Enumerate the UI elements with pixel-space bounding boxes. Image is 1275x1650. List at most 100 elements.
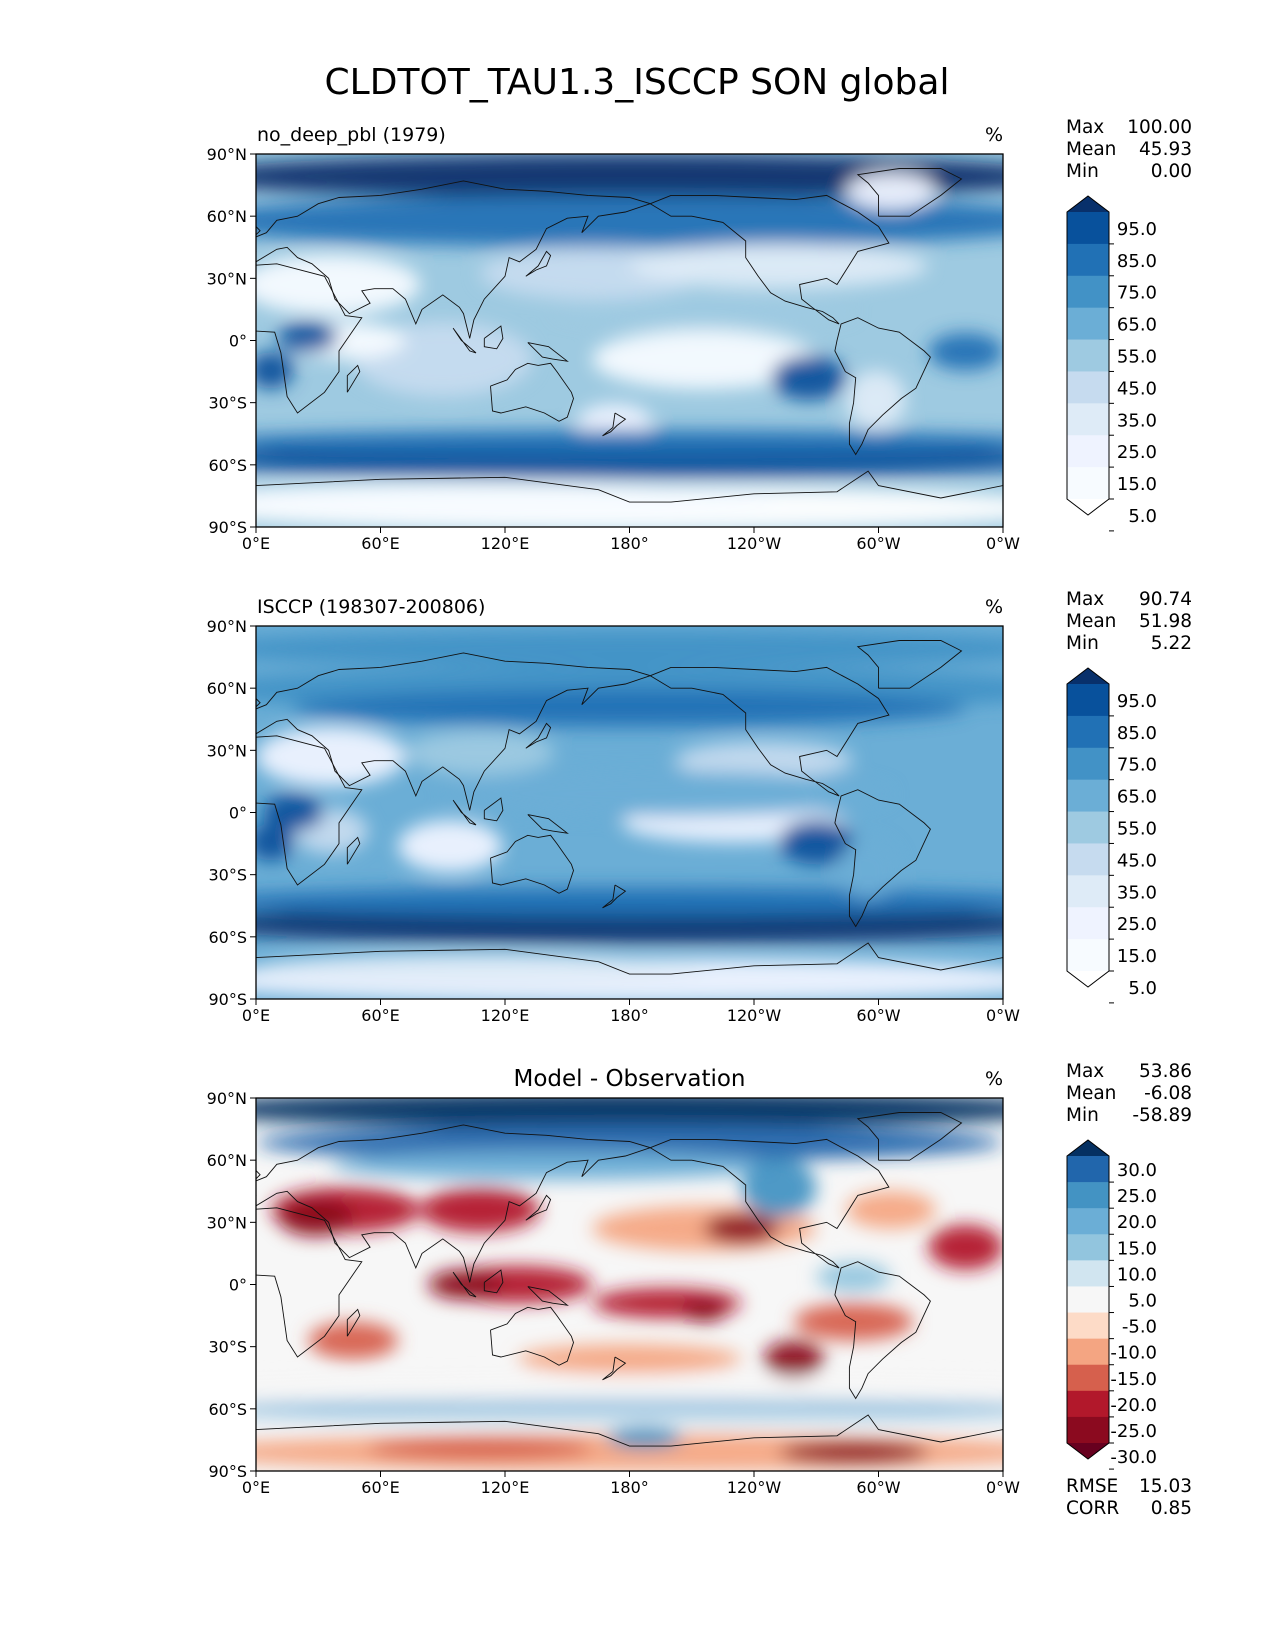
coastline — [256, 225, 261, 236]
field-contour — [793, 1303, 914, 1341]
field-contour — [256, 482, 779, 520]
y-tick-label: 60°S — [208, 928, 247, 947]
colorbar-segment — [1067, 1416, 1109, 1444]
colorbar-extend-max — [1067, 668, 1109, 684]
field-contour — [256, 154, 1003, 199]
field-contour — [293, 689, 966, 727]
field-shading — [256, 629, 1003, 999]
colorbar-extend-min — [1067, 1443, 1109, 1459]
map-panel-2: 0°E 60°E 120°E 180° 120°W 60°W 0°W 90°N 60°N 30°N… — [207, 589, 1192, 1025]
field-contour — [256, 1400, 1003, 1416]
field-contour — [704, 1213, 779, 1244]
x-tick-label: 180° — [610, 534, 649, 553]
stat-value: 0.85 — [1151, 1498, 1192, 1519]
colorbar-tick-label: 75.0 — [1117, 755, 1157, 776]
colorbar-segment — [1067, 275, 1109, 309]
field-contour — [592, 329, 817, 389]
colorbar-segment — [1067, 747, 1109, 781]
coastline — [256, 1124, 652, 1283]
colorbar-segment — [1067, 875, 1109, 908]
coastline — [452, 799, 477, 826]
coastline — [834, 1261, 931, 1400]
stat-value: 90.74 — [1139, 589, 1192, 610]
field-contour — [928, 1224, 1003, 1270]
colorbar-tick-label: 25.0 — [1117, 914, 1157, 935]
y-tick-label: 90°N — [207, 1089, 247, 1108]
coastline — [490, 834, 574, 894]
field-contour — [256, 254, 421, 315]
colorbar-tick-label: 65.0 — [1117, 315, 1157, 336]
colorbar-extend-max — [1067, 196, 1109, 212]
x-tick-label: 60°E — [361, 534, 399, 553]
field-contour — [846, 370, 906, 431]
field-contour — [256, 887, 1003, 917]
colorbar-segment — [1067, 907, 1109, 940]
field-contour — [308, 1321, 398, 1360]
field-contour — [771, 355, 847, 401]
y-tick-label: 60°N — [207, 1151, 247, 1170]
field-contour — [741, 1157, 817, 1218]
stat-value: 51.98 — [1139, 611, 1192, 632]
colorbar-tick-label: -20.0 — [1110, 1395, 1157, 1416]
stat-value: 5.22 — [1151, 633, 1192, 654]
x-tick-label: 120°W — [727, 534, 782, 553]
map-panel-3: 0°E 60°E 120°E 180° 120°W 60°W 0°W 90°N 60°N 30°N… — [207, 1061, 1192, 1519]
map-panel-1: 0°E 60°E 120°E 180° 120°W 60°W 0°W 90°N 60°N 30°N… — [207, 117, 1192, 553]
coastline — [602, 1356, 627, 1381]
field-contour — [554, 295, 854, 326]
colorbar-segment — [1067, 371, 1109, 404]
y-tick-label: 30°S — [208, 1338, 247, 1357]
colorbar-tick-label: 15.0 — [1117, 946, 1157, 967]
field-contour — [256, 195, 1003, 248]
colorbar-tick-label: 35.0 — [1117, 410, 1157, 431]
y-tick-label: 30°S — [208, 394, 247, 413]
stat-label: Min — [1066, 161, 1099, 182]
coastline — [525, 250, 552, 277]
colorbar-segment — [1067, 212, 1109, 245]
colorbar-tick-label: 45.0 — [1117, 378, 1157, 399]
field-contour — [256, 629, 1003, 668]
field-contour — [330, 1150, 779, 1181]
field-contour — [838, 838, 899, 899]
colorbar-tick-label: 10.0 — [1117, 1264, 1157, 1285]
colorbar-segment — [1067, 811, 1109, 845]
y-tick-label: 0° — [229, 332, 247, 351]
colorbar-tick-label: -5.0 — [1122, 1317, 1157, 1338]
field-contour — [778, 1441, 929, 1464]
coastline — [483, 1269, 504, 1294]
coastline — [650, 666, 890, 797]
field-contour — [420, 1187, 540, 1233]
y-tick-label: 0° — [229, 1276, 247, 1295]
y-tick-label: 30°N — [207, 1213, 247, 1232]
field-contour — [256, 351, 294, 389]
x-tick-label: 0°W — [986, 1006, 1020, 1025]
field-contour — [256, 954, 705, 985]
colorbar-tick-label: 30.0 — [1117, 1160, 1157, 1181]
coastline — [452, 1271, 477, 1298]
coastline — [527, 814, 569, 834]
y-tick-label: 0° — [229, 804, 247, 823]
field-contour — [256, 1098, 1003, 1128]
coastline — [602, 412, 627, 437]
colorbar-extend-min — [1067, 499, 1109, 515]
field-contour — [256, 823, 294, 861]
coastlines — [256, 1112, 1003, 1447]
colorbar: 95.0 85.0 75.0 65.0 55.0 45.0 35.0 25.0 15.0 5.0 — [1066, 195, 1157, 532]
coastline — [856, 640, 963, 689]
y-tick-label: 60°N — [207, 679, 247, 698]
colorbar-tick-label: 25.0 — [1117, 442, 1157, 463]
units-label: % — [985, 596, 1003, 618]
y-tick-label: 90°S — [208, 518, 247, 537]
y-tick-label: 90°N — [207, 145, 247, 164]
x-tick-label: 60°E — [361, 1478, 399, 1497]
coastline — [527, 1286, 569, 1306]
figure-title: CLDTOT_TAU1.3_ISCCP SON global — [325, 62, 950, 103]
colorbar-segment — [1067, 243, 1109, 277]
coastlines — [256, 640, 1003, 975]
y-tick-label: 30°N — [207, 741, 247, 760]
x-tick-label: 60°W — [856, 1006, 900, 1025]
field-contour — [928, 333, 1003, 371]
coastline — [527, 342, 569, 362]
colorbar-segment — [1067, 403, 1109, 436]
